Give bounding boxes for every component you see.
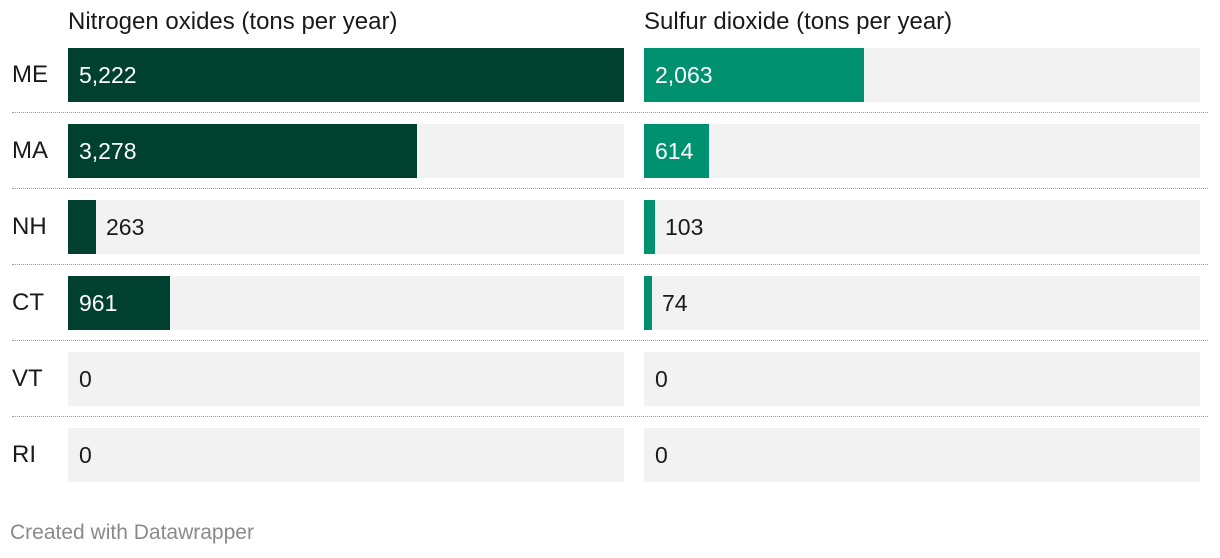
row-label: MA: [12, 137, 48, 164]
bar: [644, 124, 709, 178]
row-ri: RI 0 0: [0, 428, 1220, 504]
bar-track: 0: [68, 428, 624, 482]
value-label: 614: [655, 138, 694, 164]
bar-track: 0: [644, 428, 1200, 482]
value-label: 74: [662, 290, 688, 316]
value-label: 263: [106, 214, 145, 240]
bar-track: 103: [644, 200, 1200, 254]
bar-track: 3,278: [68, 124, 624, 178]
row-me: ME 5,222 2,063: [0, 48, 1220, 124]
bar: [68, 200, 96, 254]
bar-track: 5,222: [68, 48, 624, 102]
row-divider: [12, 264, 1208, 265]
bar-track: 0: [68, 352, 624, 406]
row-label: RI: [12, 441, 36, 468]
bar-track: 2,063: [644, 48, 1200, 102]
bar: [644, 276, 652, 330]
row-nh: NH 263 103: [0, 200, 1220, 276]
row-divider: [12, 340, 1208, 341]
row-ma: MA 3,278 614: [0, 124, 1220, 200]
value-label: 961: [79, 290, 118, 316]
value-label: 0: [79, 366, 92, 392]
row-ct: CT 961 74: [0, 276, 1220, 352]
bar: [644, 200, 655, 254]
value-label: 2,063: [655, 62, 713, 88]
row-label: ME: [12, 61, 48, 88]
row-label: VT: [12, 365, 43, 392]
row-divider: [12, 188, 1208, 189]
bar-track: 614: [644, 124, 1200, 178]
bar-track: 263: [68, 200, 624, 254]
row-divider: [12, 112, 1208, 113]
column-title-sulfur-dioxide: Sulfur dioxide (tons per year): [644, 8, 953, 35]
row-label: CT: [12, 289, 44, 316]
bar: [68, 276, 170, 330]
bar: [68, 48, 624, 102]
footer-credit: Created with Datawrapper: [10, 521, 254, 544]
value-label: 0: [655, 366, 668, 392]
bar-track: 74: [644, 276, 1200, 330]
bar: [644, 48, 864, 102]
bar: [68, 124, 417, 178]
value-label: 5,222: [79, 62, 137, 88]
row-vt: VT 0 0: [0, 352, 1220, 428]
value-label: 0: [655, 442, 668, 468]
value-label: 0: [79, 442, 92, 468]
row-label: NH: [12, 213, 47, 240]
value-label: 3,278: [79, 138, 137, 164]
bar-track: 961: [68, 276, 624, 330]
row-divider: [12, 416, 1208, 417]
bar-track: 0: [644, 352, 1200, 406]
value-label: 103: [665, 214, 704, 240]
column-title-nitrogen-oxides: Nitrogen oxides (tons per year): [68, 8, 398, 35]
